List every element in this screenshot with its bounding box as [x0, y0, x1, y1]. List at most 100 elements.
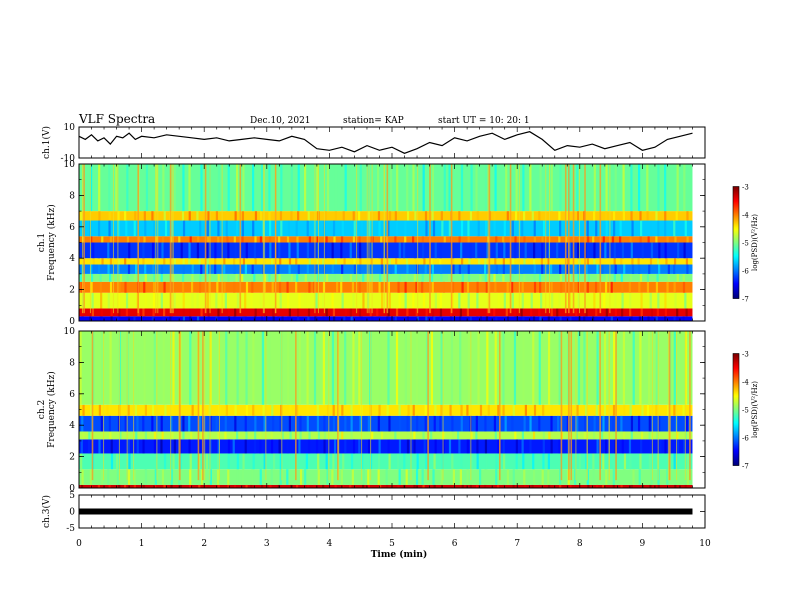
- ch2-spectrogram-speckle: [641, 404, 644, 416]
- ch2-spectrogram-speckle: [403, 453, 406, 470]
- ch1-spectrogram-speckle: [358, 308, 362, 317]
- ch1-spectrogram-speckle: [261, 164, 264, 212]
- ch2-spectrogram-colorbar-cell: [733, 373, 739, 376]
- ch1-spectrogram-speckle: [288, 258, 292, 265]
- ch1-spectrogram-speckle: [169, 316, 172, 321]
- ch1-spectrogram-speckle: [306, 220, 309, 237]
- ch1-spectrogram-speckle: [92, 242, 95, 259]
- ch2-spectrogram-speckle: [666, 469, 669, 485]
- ch1-spectrogram-colorbar-tick-label: -3: [742, 184, 749, 192]
- ch1-spectrogram-speckle: [533, 236, 536, 243]
- ch2-spectrogram-speckle: [484, 469, 487, 485]
- ch2-spectrogram-speckle: [629, 404, 632, 416]
- ch2-spectrogram-speckle: [584, 404, 588, 416]
- ch2-spectrogram-speckle: [557, 415, 560, 432]
- ch2-spectrogram-speckle: [350, 415, 353, 432]
- ch2-spectrogram-speckle: [512, 404, 515, 416]
- ch2-spectrogram-speckle: [362, 469, 366, 485]
- ch1-spectrogram-colorbar-cell: [733, 220, 739, 223]
- ch1-spectrogram-speckle: [268, 273, 271, 282]
- ch1-spectrogram-speckle: [547, 258, 550, 265]
- ch1-spectrogram-speckle: [673, 220, 676, 237]
- ch1-spectrogram-ytick-label: 10: [64, 160, 76, 170]
- ch2-spectrogram-speckle: [82, 404, 85, 416]
- ch1-spectrogram-speckle: [458, 264, 461, 274]
- ch1-spectrogram-speckle: [133, 316, 136, 321]
- ch1-spectrogram-speckle: [639, 211, 642, 221]
- ch1-spectrogram-speckle: [214, 242, 217, 259]
- ch2-spectrogram-speckle: [493, 415, 497, 432]
- ch1-spectrogram-colorbar-cell: [733, 218, 739, 221]
- ch1-spectrogram-speckle: [542, 220, 546, 237]
- ch2-spectrogram-speckle: [323, 439, 326, 454]
- ch1-spectrogram-colorbar-cell: [733, 286, 739, 289]
- ch1-spectrogram-speckle: [80, 211, 83, 221]
- ch2-spectrogram-streak: [599, 331, 601, 481]
- ch1-spectrogram-speckle: [182, 264, 185, 274]
- ch3-waveform-panel: 50-5ch.3(V): [41, 491, 706, 534]
- ch2-spectrogram-speckle: [460, 453, 463, 470]
- ch2-spectrogram-speckle: [397, 453, 400, 470]
- ch2-spectrogram-speckle: [684, 431, 688, 440]
- ch2-spectrogram-speckle: [484, 484, 487, 488]
- time-tick-label: 5: [389, 539, 395, 549]
- ch1-spectrogram-speckle: [604, 281, 608, 293]
- ch1-spectrogram-speckle: [244, 308, 247, 317]
- ch2-spectrogram-speckle: [523, 415, 526, 432]
- ch2-spectrogram-colorbar-cell: [733, 441, 739, 444]
- ch1-spectrogram-speckle: [296, 242, 299, 259]
- ch1-spectrogram-speckle: [367, 273, 370, 282]
- ch1-spectrogram-speckle: [505, 164, 508, 212]
- ch2-spectrogram-speckle: [245, 484, 248, 488]
- ch2-spectrogram-speckle: [251, 469, 254, 485]
- ch1-spectrogram-speckle: [664, 242, 667, 259]
- ch2-spectrogram-speckle: [592, 431, 596, 440]
- ch1-spectrogram-speckle: [431, 236, 434, 243]
- ch2-spectrogram-speckle: [475, 415, 478, 432]
- ch2-spectrogram-speckle: [163, 453, 167, 470]
- ch1-spectrogram-speckle: [676, 308, 679, 317]
- ch1-spectrogram-speckle: [605, 316, 608, 321]
- ch2-spectrogram-speckle: [317, 469, 320, 485]
- ch2-spectrogram-streak: [676, 331, 678, 481]
- ch2-spectrogram-speckle: [252, 404, 255, 416]
- ch1-spectrogram-speckle: [484, 164, 488, 212]
- ch1-spectrogram-speckle: [250, 292, 253, 309]
- ch2-spectrogram-speckle: [640, 439, 643, 454]
- ch1-spectrogram-speckle: [81, 292, 85, 309]
- ch1-spectrogram-speckle: [126, 236, 130, 243]
- ch1-spectrogram-colorbar-cell: [733, 242, 739, 245]
- ch1-spectrogram-speckle: [380, 236, 383, 243]
- ch1-spectrogram-speckle: [458, 236, 461, 243]
- ch2-spectrogram-speckle: [367, 484, 370, 488]
- ch1-spectrogram-streak: [609, 164, 611, 314]
- ch2-spectrogram-speckle: [126, 331, 129, 405]
- ch1-spectrogram-speckle: [380, 292, 384, 309]
- ch1-spectrogram-colorbar-cell: [733, 208, 739, 211]
- ch2-spectrogram-speckle: [585, 453, 588, 470]
- ch2-spectrogram-speckle: [577, 331, 581, 405]
- ch1-spectrogram-speckle: [151, 316, 154, 321]
- ch1-spectrogram-speckle: [269, 220, 272, 237]
- ch2-spectrogram-speckle: [673, 453, 676, 470]
- ch2-spectrogram-speckle: [587, 484, 590, 488]
- ch2-spectrogram-speckle: [460, 404, 463, 416]
- ch2-spectrogram-speckle: [200, 431, 203, 440]
- ch2-spectrogram-speckle: [398, 439, 402, 454]
- ch2-spectrogram-speckle: [522, 331, 525, 405]
- ch2-spectrogram-streak: [361, 331, 363, 481]
- ch1-spectrogram-speckle: [603, 292, 606, 309]
- ch2-spectrogram-speckle: [421, 469, 424, 485]
- ch1-spectrogram-speckle: [541, 236, 544, 243]
- ch1-spectrogram-speckle: [666, 236, 669, 243]
- ch2-spectrogram-speckle: [439, 415, 442, 432]
- ch2-spectrogram-speckle: [100, 453, 103, 470]
- ch2-spectrogram-speckle: [406, 431, 410, 440]
- ch2-spectrogram-speckle: [352, 331, 355, 405]
- ch1-spectrogram-colorbar-cell: [733, 206, 739, 209]
- ch2-spectrogram-ylabel: Frequency (kHz): [46, 371, 57, 448]
- ch1-spectrogram-speckle: [362, 273, 365, 282]
- ch2-spectrogram-colorbar-cell: [733, 415, 739, 418]
- ch1-spectrogram-speckle: [182, 258, 185, 265]
- time-tick-label: 3: [264, 539, 270, 549]
